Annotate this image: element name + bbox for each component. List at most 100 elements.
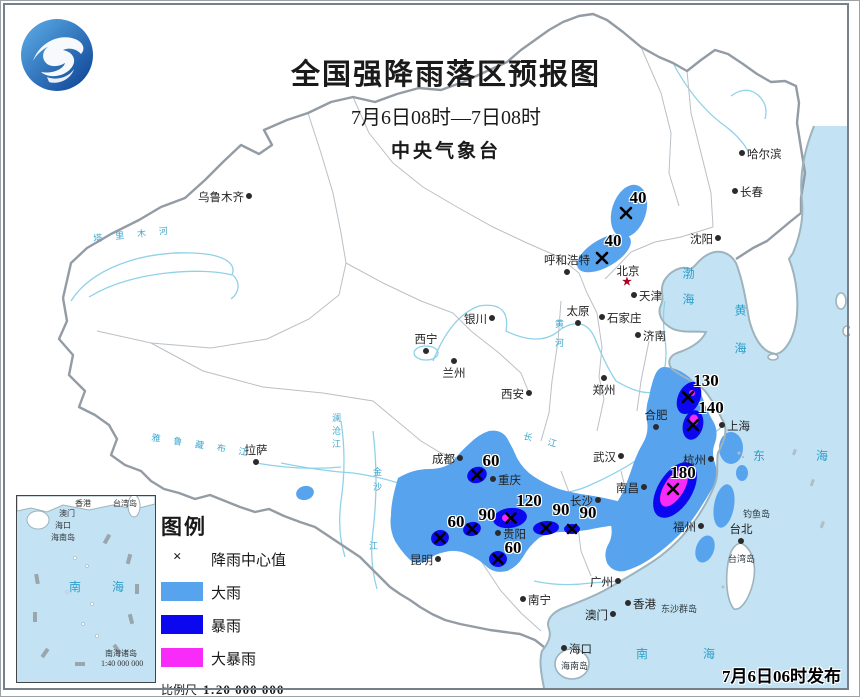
city-dot (253, 459, 259, 465)
legend-center-label: 降雨中心值 (211, 553, 287, 569)
city-dot (715, 235, 721, 241)
river-label-lancang: 澜沧江 (331, 413, 341, 452)
inset-label-macau: 澳门 (59, 509, 75, 518)
city-dot (246, 193, 252, 199)
rain-value: 60 (482, 451, 500, 470)
city-dot (435, 556, 441, 562)
city-dot (423, 348, 429, 354)
capital-star-icon: ★ (622, 276, 632, 288)
rainstorm-label: 暴雨 (211, 619, 242, 635)
city-dot (698, 523, 704, 529)
city-dot (708, 456, 714, 462)
city-dot (739, 150, 745, 156)
legend-row-center: × 降雨中心值 (161, 547, 311, 574)
rainstorm-swatch (161, 615, 203, 634)
city-dot (489, 315, 495, 321)
city-dot (732, 188, 738, 194)
rain-value: 40 (629, 188, 647, 207)
inset-label-hongkong: 香港 (75, 499, 91, 508)
city-dot (719, 422, 725, 428)
sea-area (540, 126, 847, 688)
island-label-dongsha: 东沙群岛 (661, 604, 698, 614)
country-border (57, 12, 807, 648)
rain-center-symbol: × (173, 549, 182, 565)
agency-name: 中央气象台 (390, 141, 502, 162)
rain-value: 90 (579, 503, 597, 522)
city-dot (653, 424, 659, 430)
inset-islets (65, 556, 99, 638)
city-dot (595, 497, 601, 503)
city-dot (457, 455, 463, 461)
island-label-taiwan: 台湾岛 (728, 554, 756, 564)
heavy-rain-swatch (161, 582, 203, 601)
rain-value: 140 (698, 398, 724, 417)
map-title: 全国强降雨落区预报图 (290, 59, 602, 91)
sea-label-nanhai: 南 海 (636, 647, 742, 661)
cma-logo (21, 19, 93, 91)
inset-label-taiwan: 台湾岛 (113, 499, 137, 508)
heavy-rain-label: 大雨 (211, 586, 242, 602)
rain-center-markers (434, 206, 700, 565)
rain-value: 60 (447, 512, 465, 531)
city-dot (631, 292, 637, 298)
inset-label-haikou: 海口 (55, 521, 71, 530)
legend-row-heavy-rain: 大雨 (161, 580, 311, 607)
sea-label-bohai: 渤海 (681, 267, 695, 319)
city-dot (601, 375, 607, 381)
city-dot (490, 476, 496, 482)
hainan-island (554, 648, 590, 680)
river-label-jinsha: 金沙 (372, 467, 382, 497)
city-dot (564, 269, 570, 275)
sea-label-donghai: 东 海 (753, 449, 853, 463)
nine-dash-line (33, 533, 139, 666)
city-dot (641, 484, 647, 490)
inset-name: 南海诸岛 (105, 649, 137, 658)
inset-label-nanhai: 南 海 (69, 580, 139, 594)
rain-value: 60 (504, 538, 522, 557)
legend-row-rainstorm: 暴雨 (161, 613, 311, 640)
city-dot (599, 314, 605, 320)
legend: 图例 × 降雨中心值 大雨 暴雨 大暴雨 比例尺 1:20 000 000 (161, 511, 311, 697)
city-dot (635, 332, 641, 338)
sea-label-huanghai: 黄海 (733, 304, 747, 380)
title-block: 全国强降雨落区预报图 7月6日08时—7日08时 中央气象台 (291, 51, 601, 163)
heavy-rainstorm-label: 大暴雨 (211, 652, 257, 668)
rain-value: 90 (552, 500, 570, 519)
scale-label: 比例尺 (161, 683, 198, 697)
city-dot (526, 390, 532, 396)
rain-heavy-areas (296, 184, 748, 572)
city-dot (561, 645, 567, 651)
rain-value: 40 (604, 231, 622, 250)
city-dot (575, 320, 581, 326)
map-scale: 比例尺 1:20 000 000 (161, 681, 311, 697)
island-label-diaoyu: 钓鱼岛 (743, 509, 771, 519)
rain-value: 180 (670, 463, 696, 482)
legend-title: 图例 (161, 515, 207, 539)
city-dot (495, 530, 501, 536)
city-dot (451, 358, 457, 364)
rain-value: 90 (478, 505, 496, 524)
city-dot (615, 578, 621, 584)
rain-value: 130 (693, 371, 719, 390)
taiwan-island (725, 542, 756, 610)
inset-label-hainan: 海南岛 (51, 533, 75, 542)
rain-value: 120 (516, 491, 542, 510)
issue-time: 7月6日06时发布 (722, 667, 841, 686)
heavy-rainstorm-swatch (161, 648, 203, 667)
inset-scale: 1:40 000 000 (101, 659, 144, 668)
inset-map-svg (17, 496, 155, 666)
island-label-hainan: 海南岛 (561, 661, 589, 671)
small-islands (669, 448, 825, 613)
scale-value: 1:20 000 000 (203, 682, 285, 697)
islands (554, 292, 852, 680)
city-dot (618, 453, 624, 459)
river-label-jinsha-2: 江 (369, 541, 379, 551)
city-dot (610, 611, 616, 617)
south-china-sea-inset: 香港 台湾岛 澳门 海口 海南岛 南 海 南海诸岛 1:40 000 000 (16, 495, 156, 683)
valid-period: 7月6日08时—7日08时 (350, 107, 541, 129)
river-label-huanghe: 黄河 (554, 319, 564, 357)
city-dot (520, 596, 526, 602)
legend-row-heavy-rainstorm: 大暴雨 (161, 646, 311, 673)
